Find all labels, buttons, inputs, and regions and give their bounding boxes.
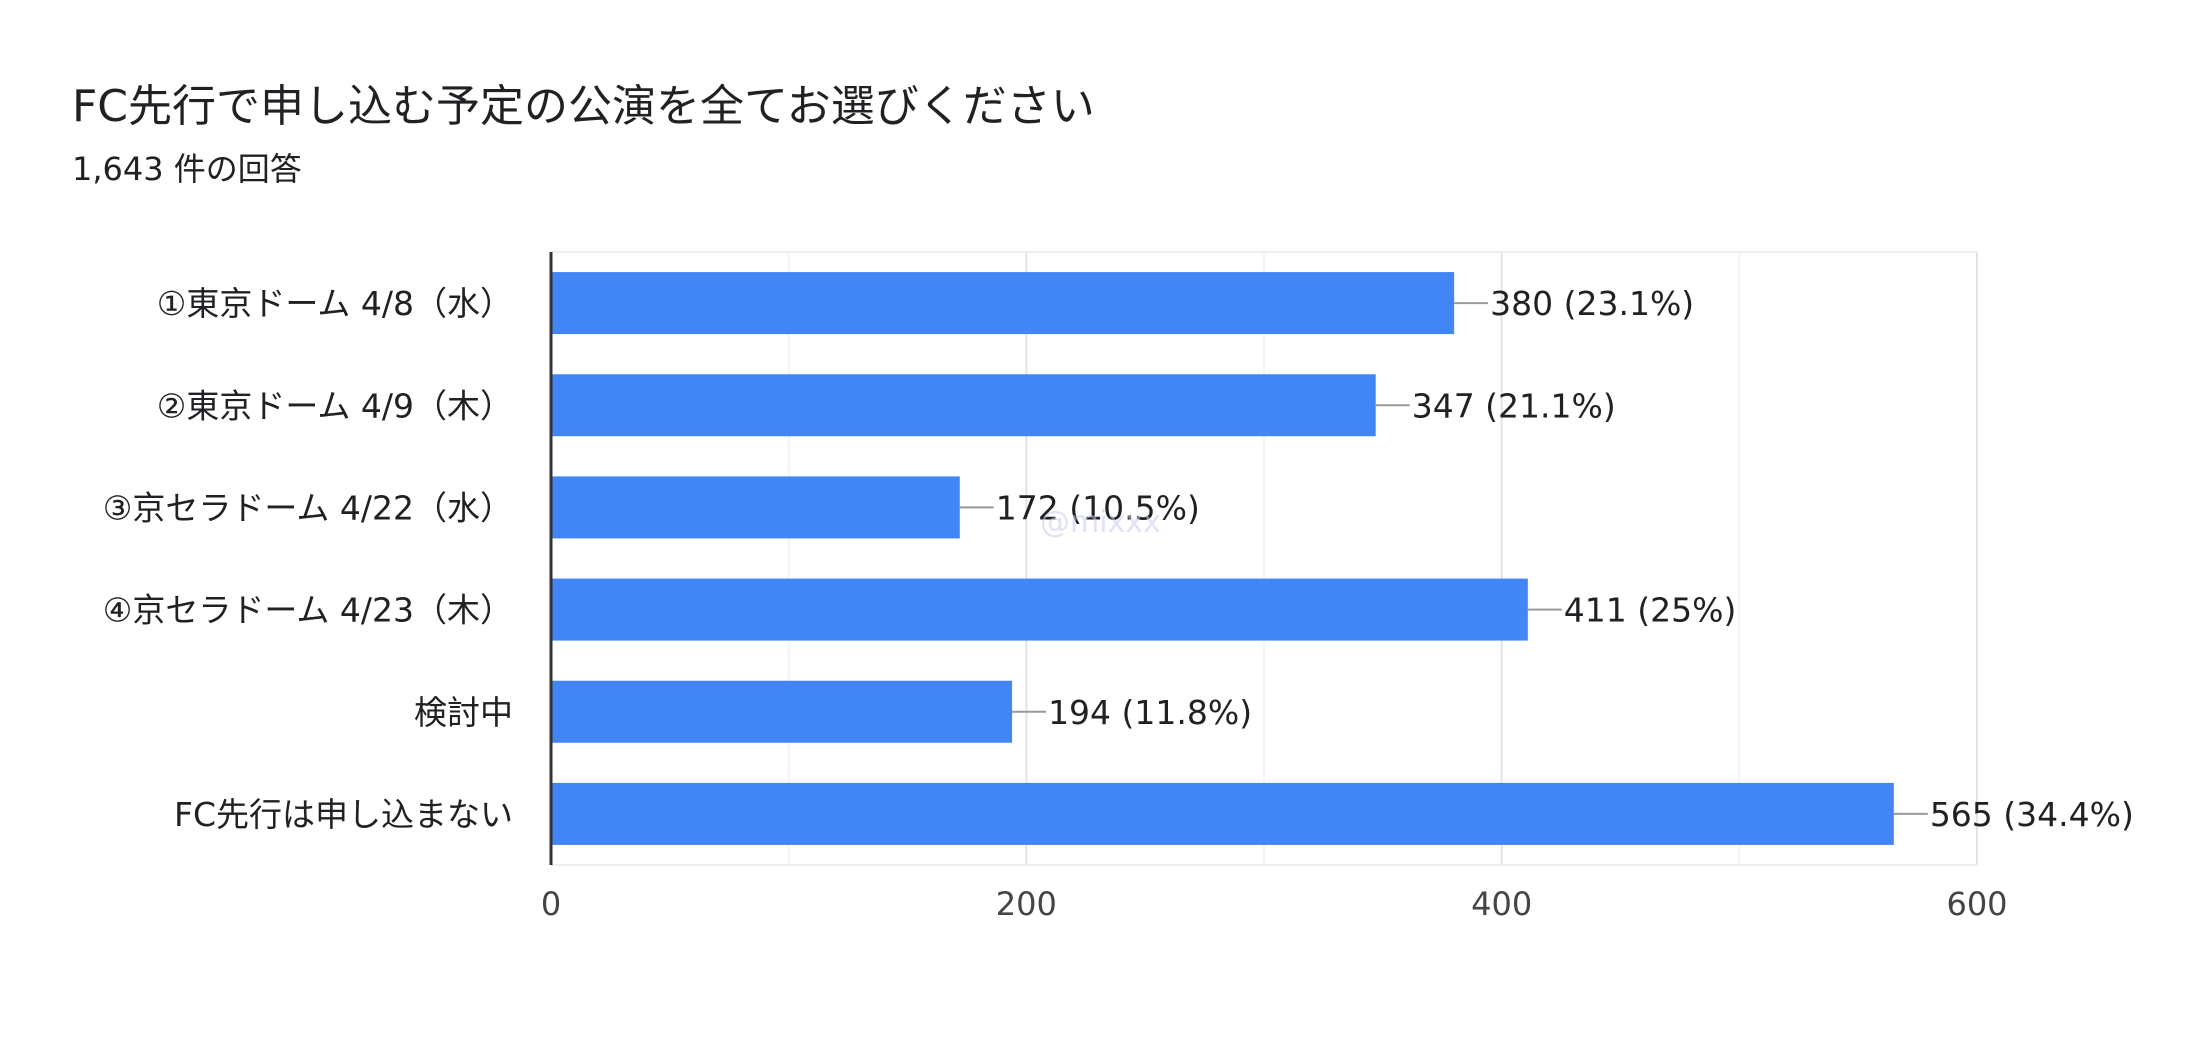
x-tick-label: 0 <box>541 885 561 923</box>
bar <box>551 476 960 539</box>
category-label: ④京セラドーム 4/23（木） <box>103 591 513 630</box>
x-axis-ticks: 0 200 400 600 <box>541 885 2008 923</box>
x-tick-label: 200 <box>996 885 1057 923</box>
grid-lines <box>551 251 1978 866</box>
data-label: 411 (25%) <box>1564 591 1737 630</box>
bars <box>551 272 1894 845</box>
category-label: 検討中 <box>414 693 513 732</box>
label-connectors <box>959 302 1928 815</box>
data-label: 172 (10.5%) <box>996 488 1200 527</box>
data-label: 380 (23.1%) <box>1490 284 1694 323</box>
category-label: ③京セラドーム 4/22（水） <box>103 488 513 527</box>
data-label: 565 (34.4%) <box>1930 795 2134 834</box>
bar <box>551 374 1376 437</box>
x-tick-label: 600 <box>1946 885 2007 923</box>
category-label: ①東京ドーム 4/8（水） <box>157 284 513 323</box>
data-label: 347 (21.1%) <box>1412 386 1616 425</box>
category-label: FC先行は申し込まない <box>174 795 513 834</box>
bar <box>551 680 1013 743</box>
x-tick-label: 400 <box>1471 885 1532 923</box>
watermark-text: @mixxx <box>1040 505 1161 540</box>
data-label: 194 (11.8%) <box>1048 693 1252 732</box>
labels: 380 (23.1%) ①東京ドーム 4/8（水） 347 (21.1%) ②東京ドー… <box>103 284 2134 834</box>
response-count: 1,643 件の回答 <box>72 150 302 188</box>
chart-title: FC先行で申し込む予定の公演を全てお選びください <box>72 81 1095 132</box>
bar <box>551 578 1528 641</box>
bar <box>551 272 1455 335</box>
bar <box>551 782 1894 845</box>
category-label: ②東京ドーム 4/9（木） <box>157 386 513 425</box>
